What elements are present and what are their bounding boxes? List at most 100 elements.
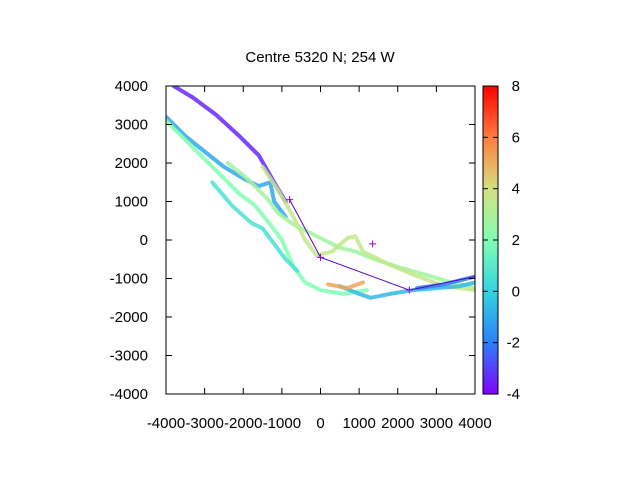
colorbar-segment	[483, 278, 498, 282]
colorbar-segment	[483, 222, 498, 226]
colorbar-segment	[483, 219, 498, 223]
colorbar-segment	[483, 255, 498, 259]
colorbar: -4 -2 0 2 4 6 8	[482, 78, 520, 403]
colorbar-segment	[483, 227, 498, 231]
colorbar-segment	[483, 93, 498, 97]
colorbar-tick-label: -2	[507, 335, 520, 352]
colorbar-segment	[483, 147, 498, 151]
colorbar-segment	[483, 180, 498, 185]
colorbar-segment	[483, 378, 498, 382]
colorbar-segment	[483, 216, 498, 221]
colorbar-segment	[483, 240, 498, 244]
colorbar-segment	[483, 86, 498, 90]
colorbar-segment	[483, 306, 498, 310]
colorbar-tick-label: 0	[512, 283, 520, 300]
colorbar-segment	[483, 137, 498, 141]
x-tick-label: 2000	[381, 415, 414, 432]
colorbar-segment	[483, 275, 498, 280]
point-marker-0	[286, 196, 294, 204]
colorbar-segment	[483, 386, 498, 390]
colorbar-segment	[483, 296, 498, 300]
colorbar-segment	[483, 132, 498, 136]
track-8	[326, 280, 365, 291]
x-tick-label: -4000	[147, 415, 185, 432]
y-tick-label: 1000	[115, 194, 148, 211]
colorbar-segment	[483, 119, 498, 123]
colorbar-segment	[483, 247, 498, 251]
colorbar-segment	[483, 317, 498, 321]
y-tick-label: -2000	[110, 309, 148, 326]
colorbar-segment	[483, 168, 498, 172]
colorbar-segment	[483, 242, 498, 246]
y-tick-label: 3000	[115, 117, 148, 134]
route-layer	[289, 199, 476, 291]
colorbar-segment	[483, 152, 498, 156]
colorbar-segment	[483, 252, 498, 256]
route-line	[289, 199, 476, 291]
colorbar-segment	[483, 299, 498, 303]
colorbar-segment	[483, 186, 498, 190]
track-1	[166, 114, 288, 219]
colorbar-segment	[483, 268, 498, 272]
colorbar-segment	[483, 178, 498, 182]
point-marker-1	[317, 253, 324, 261]
x-tick-label: 1000	[342, 415, 375, 432]
colorbar-segment	[483, 96, 498, 100]
colorbar-segment	[483, 193, 498, 197]
colorbar-tick-label: 2	[512, 232, 520, 249]
colorbar-tick-label: -4	[507, 386, 520, 403]
colorbar-segment	[483, 160, 498, 164]
colorbar-segment	[483, 106, 498, 110]
colorbar-segment	[483, 134, 498, 138]
point-marker-3	[405, 286, 413, 294]
colorbar-segment	[483, 324, 498, 328]
colorbar-segment	[483, 391, 498, 395]
colorbar-segment	[483, 329, 498, 333]
colorbar-segment	[483, 183, 498, 187]
x-tick-label: -1000	[263, 415, 301, 432]
colorbar-segment	[483, 204, 498, 208]
colorbar-segment	[483, 127, 498, 131]
chart-title: Centre 5320 N; 254 W	[245, 49, 395, 66]
colorbar-tick-label: 8	[512, 78, 520, 95]
colorbar-segment	[483, 101, 498, 105]
colorbar-segment	[483, 196, 498, 200]
markers-layer	[286, 196, 413, 294]
colorbar-segment	[483, 163, 498, 167]
colorbar-segment	[483, 260, 498, 264]
colorbar-segment	[483, 373, 498, 377]
colorbar-segment	[483, 139, 498, 144]
colorbar-segment	[483, 155, 498, 159]
colorbar-segment	[483, 237, 498, 241]
colorbar-segment	[483, 309, 498, 313]
colorbar-segment	[483, 173, 498, 177]
colorbar-segment	[483, 281, 498, 285]
colorbar-segment	[483, 124, 498, 128]
y-tick-label: 2000	[115, 155, 148, 172]
y-tick-label: -3000	[110, 348, 148, 365]
colorbar-segment	[483, 288, 498, 292]
colorbar-segment	[483, 250, 498, 254]
colorbar-segment	[483, 337, 498, 341]
colorbar-segment	[483, 363, 498, 367]
colorbar-segment	[483, 175, 498, 179]
colorbar-segment	[483, 368, 498, 372]
colorbar-segment	[483, 145, 498, 149]
colorbar-segment	[483, 340, 498, 344]
y-tick-label: 0	[140, 232, 148, 249]
colorbar-segment	[483, 322, 498, 326]
colorbar-segment	[483, 234, 498, 239]
colorbar-segment	[483, 198, 498, 203]
colorbar-segment	[483, 129, 498, 133]
y-axis: -4000 -3000 -2000 -1000 0 1000 2000 3000 4000	[110, 78, 475, 403]
x-tick-label: 0	[316, 415, 324, 432]
track-7	[210, 180, 300, 273]
colorbar-segment	[483, 293, 498, 298]
colorbar-segment	[483, 165, 498, 169]
point-marker-2	[369, 240, 377, 248]
colorbar-segment	[483, 88, 498, 92]
colorbar-segment	[483, 188, 498, 192]
colorbar-segment	[483, 98, 498, 102]
x-tick-label: -2000	[224, 415, 262, 432]
